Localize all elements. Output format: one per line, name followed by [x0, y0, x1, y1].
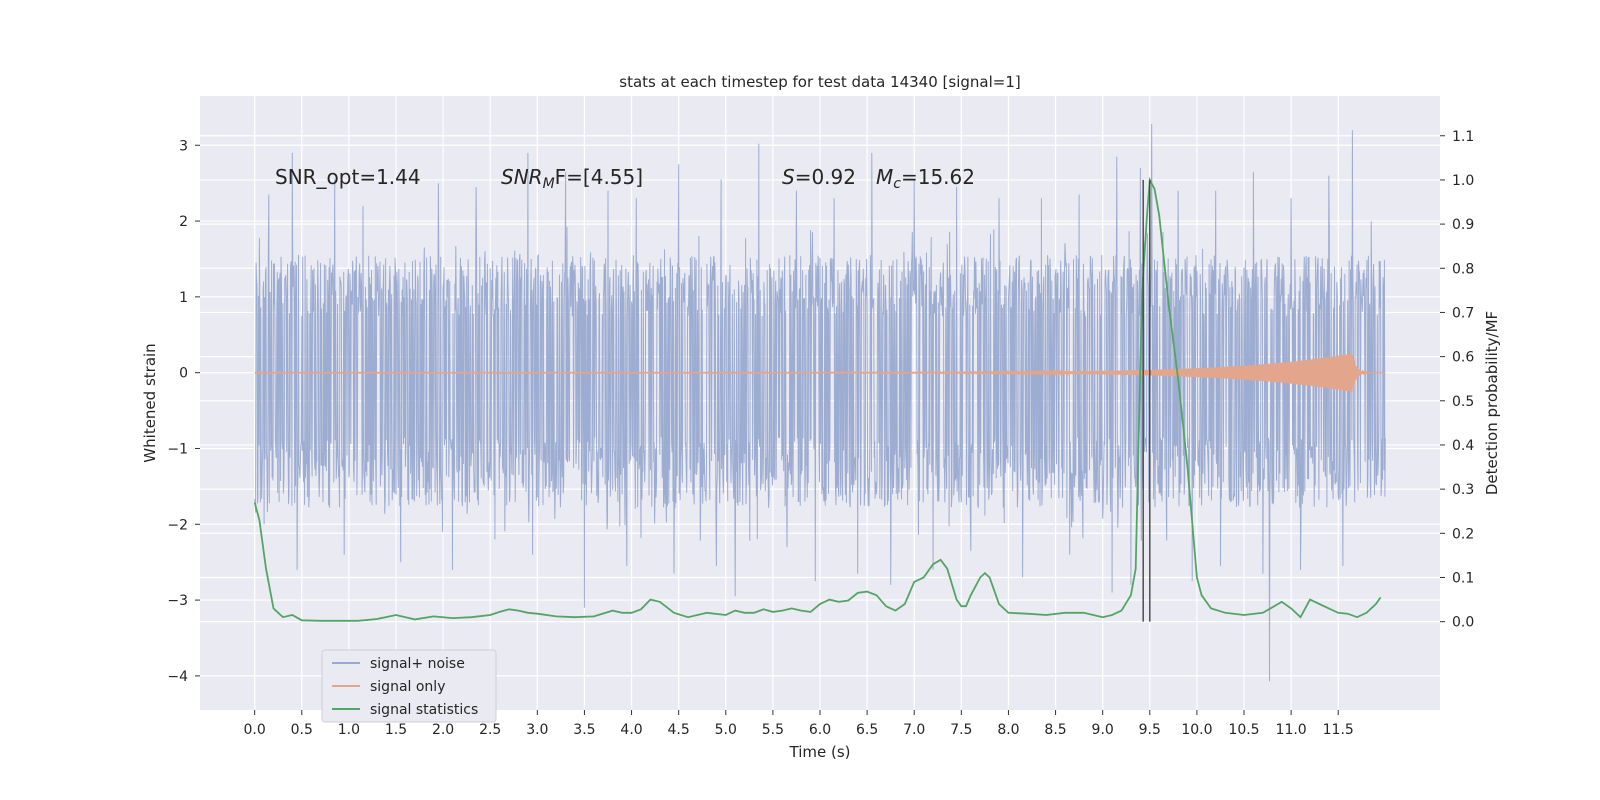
annotation-snr-mf-rest: F=[4.55]: [555, 165, 643, 189]
x-tick-label: 5.0: [715, 722, 737, 738]
y-axis-right-ticks: 0.0 0.1 0.2 0.3 0.4 0.5 0.6 0.7 0.8 0.9 1.0 1.1: [1440, 129, 1474, 631]
x-tick-label: 8.0: [997, 722, 1019, 738]
y-tick-label: −2: [167, 517, 188, 533]
annotation-s-main: S: [782, 165, 795, 189]
y-right-tick-label: 1.1: [1452, 129, 1474, 145]
x-tick-label: 7.0: [903, 722, 925, 738]
x-tick-label: 0.0: [244, 722, 266, 738]
x-tick-label: 5.5: [762, 722, 784, 738]
y-tick-label: −3: [167, 593, 188, 609]
x-tick-label: 2.5: [479, 722, 501, 738]
series-signal-only-line: [254, 353, 1386, 392]
annotation-mc-rest: =15.62: [901, 165, 975, 189]
x-tick-label: 3.0: [526, 722, 548, 738]
y-right-tick-label: 1.0: [1452, 173, 1474, 189]
y-tick-label: −1: [167, 441, 188, 457]
x-tick-label: 1.5: [385, 722, 407, 738]
y-right-tick-label: 0.0: [1452, 615, 1474, 631]
y-axis-label: Whitened strain: [141, 343, 159, 462]
y-right-tick-label: 0.7: [1452, 305, 1474, 321]
y-tick-label: 1: [179, 290, 188, 306]
x-tick-label: 0.5: [291, 722, 313, 738]
annotations: SNR_opt=1.44 SNRMF=[4.55] S=0.92 Mc=15.6…: [275, 165, 975, 192]
x-axis-label: Time (s): [789, 743, 851, 761]
x-tick-label: 9.0: [1092, 722, 1114, 738]
x-tick-label: 6.5: [856, 722, 878, 738]
y-tick-label: 3: [179, 138, 188, 154]
x-tick-label: 8.5: [1044, 722, 1066, 738]
x-tick-label: 11.0: [1276, 722, 1307, 738]
legend-label-signal-only: signal only: [370, 679, 445, 695]
vertical-markers: [1142, 179, 1151, 622]
annotation-s-rest: =0.92: [795, 165, 856, 189]
x-tick-label: 3.5: [573, 722, 595, 738]
annotation-s: S=0.92: [782, 165, 856, 189]
y-right-tick-label: 0.1: [1452, 570, 1474, 586]
x-tick-label: 11.5: [1323, 722, 1354, 738]
x-tick-label: 4.5: [668, 722, 690, 738]
series-signal-statistics-line: [253, 176, 1382, 622]
y-right-tick-label: 0.4: [1452, 438, 1474, 454]
annotation-snr-mf: SNRMF=[4.55]: [501, 165, 643, 192]
y-right-tick-label: 0.6: [1452, 350, 1474, 366]
x-tick-label: 4.0: [620, 722, 642, 738]
annotation-snr-opt: SNR_opt=1.44: [275, 165, 421, 189]
annotation-mc: Mc=15.62: [876, 165, 975, 192]
plot-series: [253, 123, 1386, 682]
legend-label-signal-noise: signal+ noise: [370, 656, 465, 672]
y-axis-right-label: Detection probability/MF: [1483, 311, 1501, 495]
legend: signal+ noise signal only signal statist…: [321, 649, 497, 723]
y-right-tick-label: 0.9: [1452, 217, 1474, 233]
y-tick-label: 2: [179, 214, 188, 230]
y-tick-label: −4: [167, 669, 188, 685]
annotation-mc-sub: c: [893, 176, 901, 192]
legend-label-signal-statistics: signal statistics: [370, 702, 478, 718]
x-tick-label: 1.0: [338, 722, 360, 738]
annotation-mc-main: M: [876, 165, 893, 189]
x-tick-label: 10.5: [1228, 722, 1259, 738]
chart-title: stats at each timestep for test data 143…: [619, 73, 1020, 91]
annotation-snr-mf-main: SNR: [501, 165, 543, 189]
legend-box: [321, 649, 497, 723]
y-right-tick-label: 0.8: [1452, 261, 1474, 277]
y-right-tick-label: 0.2: [1452, 526, 1474, 542]
x-tick-label: 2.0: [432, 722, 454, 738]
x-tick-label: 7.5: [950, 722, 972, 738]
y-axis-left-ticks: −4 −3 −2 −1 0 1 2 3: [167, 138, 200, 685]
x-tick-label: 6.0: [809, 722, 831, 738]
x-tick-label: 9.5: [1139, 722, 1161, 738]
x-axis-ticks: 0.0 0.5 1.0 1.5 2.0 2.5 3.0 3.5 4.0 4.5 5.0 5.5 6.0 6…: [244, 710, 1354, 738]
y-right-tick-label: 0.5: [1452, 394, 1474, 410]
y-tick-label: 0: [179, 366, 188, 382]
series-signal-noise-line: [254, 123, 1386, 682]
annotation-snr-mf-sub: M: [543, 176, 555, 192]
x-tick-label: 10.0: [1181, 722, 1212, 738]
y-right-tick-label: 0.3: [1452, 482, 1474, 498]
